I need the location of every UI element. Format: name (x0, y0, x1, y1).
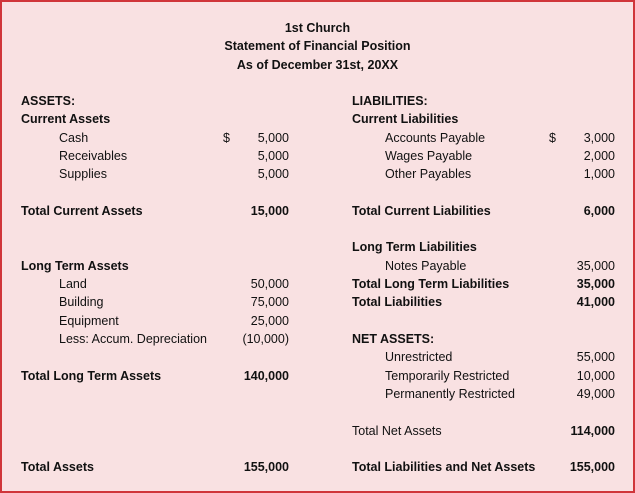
item-label: Wages Payable (385, 149, 473, 163)
section-heading: LIABILITIES: (352, 94, 428, 108)
statement-title: Statement of Financial Position (224, 39, 411, 53)
amount: 3,000 (583, 131, 615, 145)
total-amount: 140,000 (243, 369, 289, 383)
amount: 35,000 (576, 259, 615, 273)
currency: $ (549, 131, 556, 145)
amount: 55,000 (576, 350, 615, 364)
currency: $ (223, 131, 230, 145)
total-amount: 41,000 (576, 295, 615, 309)
amount: 25,000 (250, 314, 289, 328)
item-label: Land (59, 277, 87, 291)
item-label: Less: Accum. Depreciation (59, 332, 207, 346)
amount: 5,000 (257, 167, 289, 181)
grand-total-amount: 155,000 (243, 460, 289, 474)
total-amount: 35,000 (576, 277, 615, 291)
item-label: Cash (59, 131, 89, 145)
section-heading: ASSETS: (21, 94, 76, 108)
amount: 50,000 (250, 277, 289, 291)
total-label: Total Liabilities (352, 295, 443, 309)
statement-date: As of December 31st, 20XX (236, 58, 399, 72)
item-label: Equipment (59, 314, 119, 328)
grand-total-label: Total Liabilities and Net Assets (352, 460, 536, 474)
group-heading: Current Assets (21, 112, 111, 126)
item-label: Supplies (59, 167, 107, 181)
total-amount: 114,000 (570, 424, 616, 438)
amount: 10,000 (576, 369, 615, 383)
amount: 49,000 (576, 387, 615, 401)
item-label: Unrestricted (385, 350, 453, 364)
amount: 75,000 (250, 295, 289, 309)
total-label: Total Net Assets (352, 424, 442, 438)
group-heading: Long Term Assets (21, 259, 129, 273)
amount: 2,000 (583, 149, 615, 163)
total-label: Total Long Term Assets (21, 369, 162, 383)
total-amount: 6,000 (583, 204, 615, 218)
grand-total-amount: 155,000 (569, 460, 615, 474)
total-label: Total Current Assets (21, 204, 143, 218)
item-label: Other Payables (385, 167, 472, 181)
group-heading: Current Liabilities (352, 112, 459, 126)
item-label: Accounts Payable (385, 131, 486, 145)
item-label: Permanently Restricted (385, 387, 515, 401)
grand-total-label: Total Assets (21, 460, 94, 474)
item-label: Building (59, 295, 104, 309)
item-label: Receivables (59, 149, 128, 163)
section-heading: NET ASSETS: (352, 332, 435, 346)
org-name: 1st Church (284, 21, 351, 35)
amount: 5,000 (257, 149, 289, 163)
total-amount: 15,000 (250, 204, 289, 218)
amount: 5,000 (257, 131, 289, 145)
group-heading: Long Term Liabilities (352, 240, 477, 254)
total-label: Total Current Liabilities (352, 204, 491, 218)
total-label: Total Long Term Liabilities (352, 277, 510, 291)
item-label: Notes Payable (385, 259, 467, 273)
item-label: Temporarily Restricted (385, 369, 510, 383)
amount: 1,000 (583, 167, 615, 181)
amount: (10,000) (242, 332, 289, 346)
